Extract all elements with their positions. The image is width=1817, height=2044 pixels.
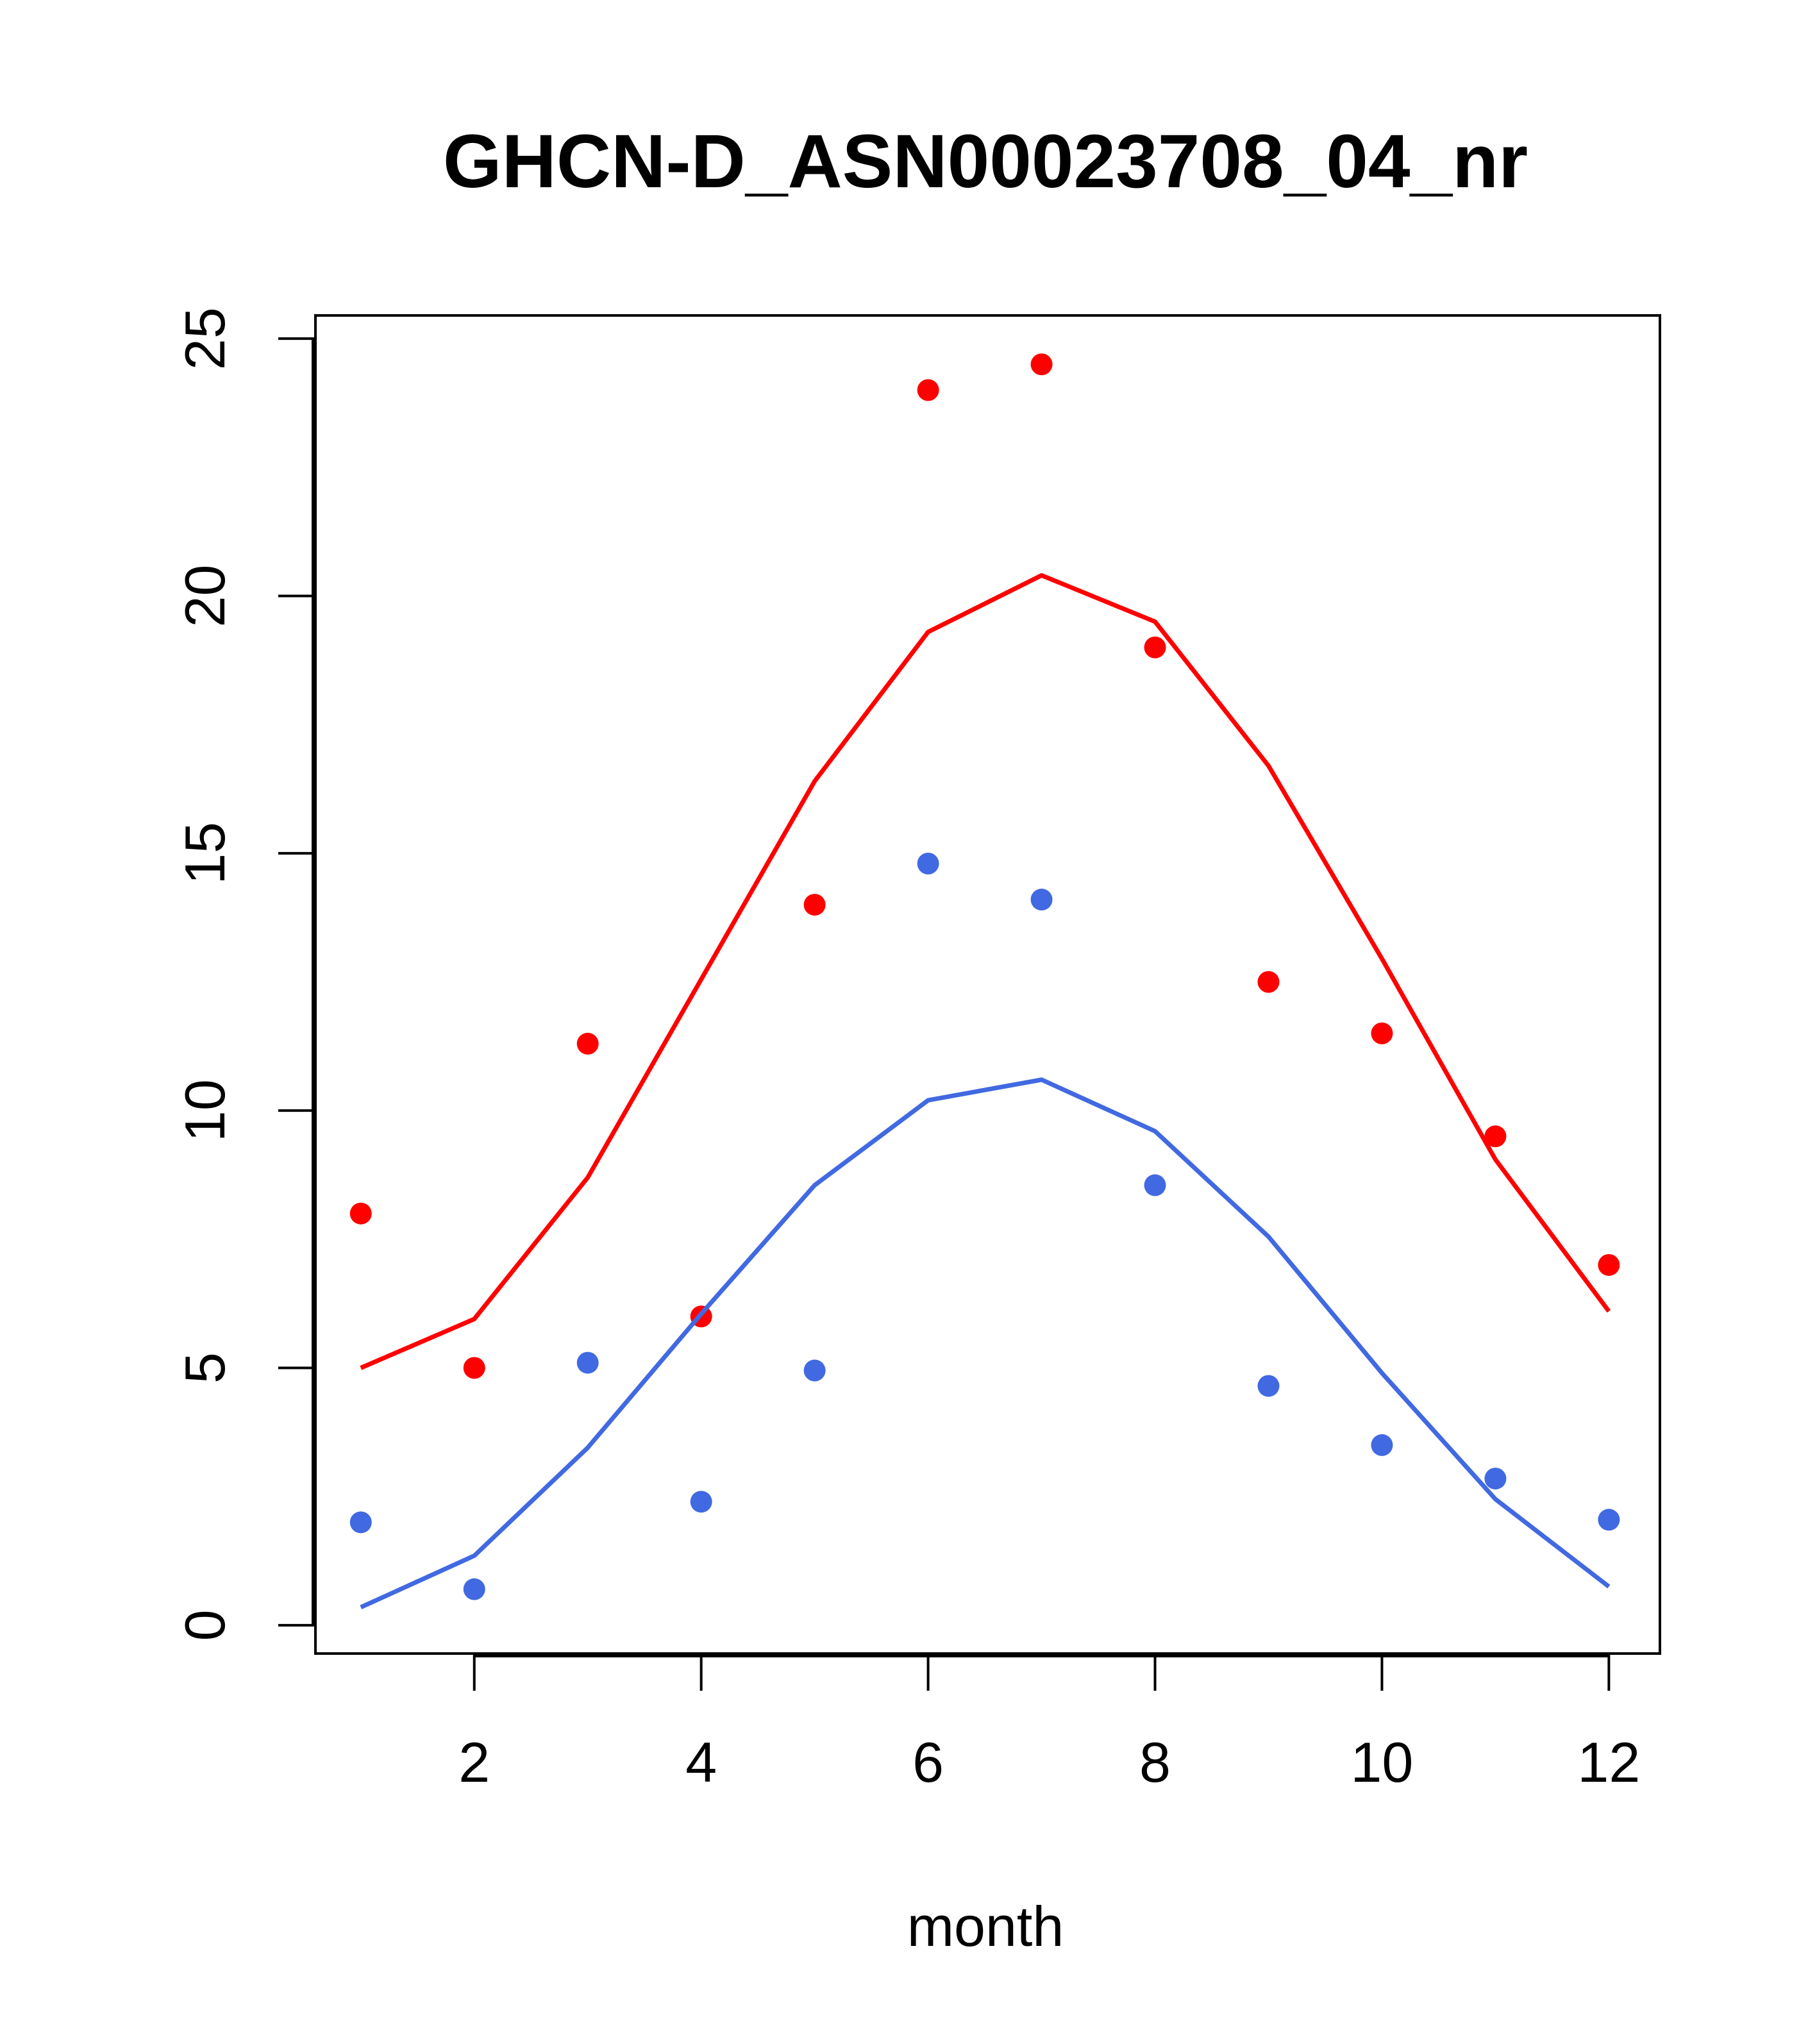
y-tick-label: 10 — [173, 1079, 237, 1142]
data-point — [1598, 1253, 1620, 1276]
data-point — [917, 852, 939, 875]
y-tick-label: 25 — [173, 307, 237, 370]
data-point — [349, 1511, 372, 1534]
x-axis: 2 4 6 8 10 12 — [458, 1654, 1640, 1794]
data-point — [1030, 889, 1053, 911]
series-line — [360, 573, 1611, 1370]
y-axis: 0 5 10 15 20 25 — [173, 307, 315, 1641]
data-point — [1030, 353, 1053, 376]
data-point — [1598, 1509, 1620, 1531]
plot-frame — [314, 314, 1661, 1655]
data-point — [576, 1032, 599, 1055]
data-point — [917, 379, 939, 401]
data-point — [803, 894, 826, 916]
data-point — [1484, 1468, 1507, 1490]
x-tick-label: 10 — [1350, 1730, 1413, 1794]
y-tick-label: 5 — [173, 1352, 237, 1384]
y-tick-label: 20 — [173, 565, 237, 628]
chart-title: GHCN-D_ASN00023708_04_nr — [443, 119, 1528, 204]
data-point — [463, 1578, 485, 1600]
x-tick-label: 4 — [685, 1730, 717, 1794]
x-tick-label: 6 — [912, 1730, 944, 1794]
data-point — [1371, 1434, 1393, 1456]
data-point — [690, 1491, 712, 1513]
data-point — [1144, 636, 1166, 658]
data-point — [803, 1359, 826, 1382]
x-tick-label: 12 — [1577, 1730, 1640, 1794]
data-point — [1257, 971, 1280, 993]
x-tick-label: 2 — [458, 1730, 490, 1794]
data-point — [576, 1352, 599, 1374]
data-point — [1257, 1375, 1280, 1397]
data-point — [1484, 1125, 1507, 1148]
series-line — [360, 1077, 1611, 1609]
data-point — [1371, 1022, 1393, 1044]
y-tick-label: 0 — [173, 1609, 237, 1641]
data-point — [1144, 1174, 1166, 1196]
series-layer — [349, 353, 1620, 1609]
data-point — [463, 1357, 485, 1379]
data-point — [349, 1202, 372, 1225]
x-tick-label: 8 — [1139, 1730, 1171, 1794]
y-tick-label: 15 — [173, 822, 237, 885]
x-axis-label: month — [907, 1895, 1064, 1958]
